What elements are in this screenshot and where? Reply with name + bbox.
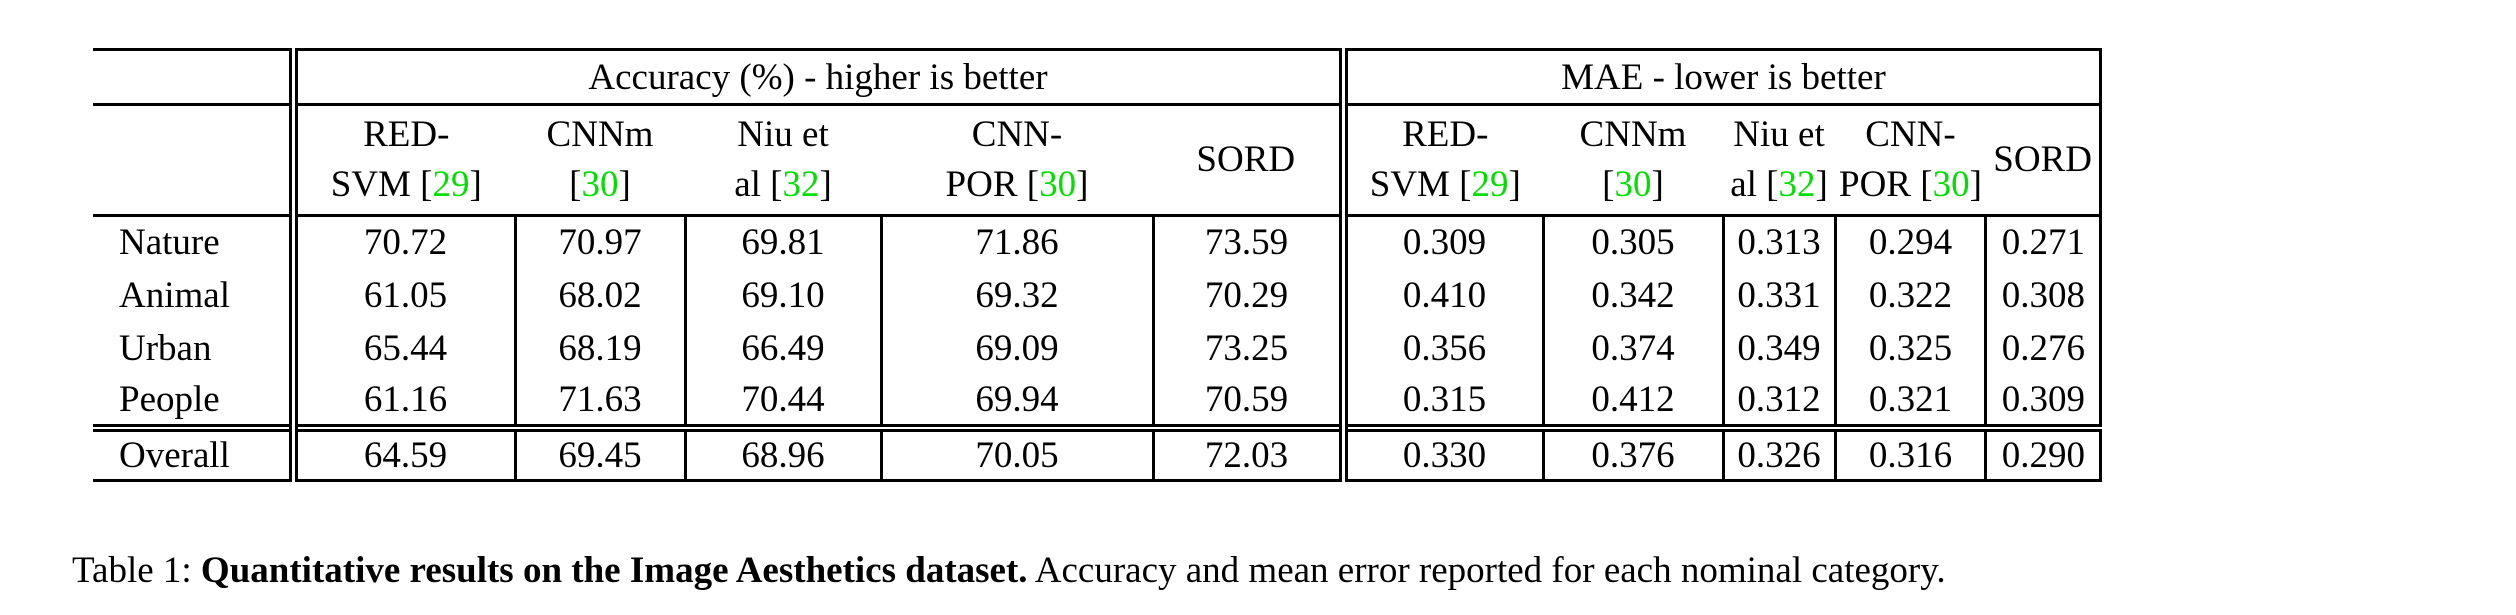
cell-2-7: 0.349	[1721, 321, 1835, 375]
corner-cell	[93, 49, 293, 106]
caption-rest: Accuracy and mean error reported for eac…	[1027, 550, 1946, 591]
cell-0-2: 69.81	[683, 215, 881, 269]
cell-3-6: 0.412	[1541, 374, 1723, 428]
cell-0-0: 70.72	[288, 215, 515, 269]
cell-2-0: 65.44	[288, 321, 515, 375]
citation-number: 29	[432, 164, 470, 205]
row-label-nature: Nature	[119, 222, 220, 264]
cell-1-9: 0.308	[1984, 268, 2103, 322]
cell-0-7: 0.313	[1721, 215, 1835, 269]
cell-3-4: 70.59	[1151, 374, 1343, 428]
cell-2-4: 73.25	[1151, 321, 1343, 375]
section-title-accuracy: Accuracy (%) - higher is better	[288, 49, 1343, 106]
cell-0-9: 0.271	[1984, 215, 2103, 269]
method-header-1-0: RED- SVM [29]	[1338, 104, 1543, 217]
cell-1-1: 68.02	[513, 268, 685, 322]
row-label-overall: Overall	[93, 423, 293, 481]
row-label-animal: Animal	[119, 274, 230, 316]
row-label-people: People	[119, 378, 220, 420]
caption-prefix: Table 1:	[72, 550, 201, 591]
cell-2-1: 68.19	[513, 321, 685, 375]
citation-number: 29	[1471, 164, 1509, 205]
citation-number: 30	[1614, 164, 1652, 205]
cell-4-2: 68.96	[683, 423, 881, 481]
table-row-animal: Animal 61.05 68.02 69.10 69.32 70.29 0.410 0.34…	[93, 268, 2103, 322]
cell-3-5: 0.315	[1338, 374, 1543, 428]
cell-0-4: 73.59	[1151, 215, 1343, 269]
citation-number: 30	[581, 164, 619, 205]
cell-4-7: 0.326	[1721, 423, 1835, 481]
cell-4-6: 0.376	[1541, 423, 1723, 481]
cell-2-9: 0.276	[1984, 321, 2103, 375]
cell-0-8: 0.294	[1833, 215, 1986, 269]
cell-2-6: 0.374	[1541, 321, 1723, 375]
cell-3-0: 61.16	[288, 374, 515, 428]
cell-4-4: 72.03	[1151, 423, 1343, 481]
table-row-urban: Urban 65.44 68.19 66.49 69.09 73.25 0.356 0.374…	[93, 321, 2103, 375]
cell-4-8: 0.316	[1833, 423, 1986, 481]
section-title-mae: MAE - lower is better	[1338, 49, 2103, 106]
cell-1-5: 0.410	[1338, 268, 1543, 322]
cell-1-4: 70.29	[1151, 268, 1343, 322]
table-row-overall: Overall 64.59 69.45 68.96 70.05 72.03 0.330 0.3…	[93, 423, 2103, 481]
cell-1-8: 0.322	[1833, 268, 1986, 322]
results-table: Accuracy (%) - higher is better MAE - lo…	[93, 48, 2103, 482]
method-header-1-3: CNN- POR [30]	[1835, 104, 1986, 217]
cell-0-3: 71.86	[879, 215, 1153, 269]
cell-4-9: 0.290	[1984, 423, 2103, 481]
table-body: Nature 70.72 70.97 69.81 71.86 73.59 0.309 0.30…	[93, 215, 2103, 481]
cell-1-0: 61.05	[288, 268, 515, 322]
cell-0-1: 70.97	[513, 215, 685, 269]
method-header-1-2: Niu et al [32]	[1723, 104, 1835, 217]
method-header-1-4: SORD	[1985, 104, 2103, 217]
citation-number: 30	[1932, 164, 1970, 205]
cell-3-3: 69.94	[879, 374, 1153, 428]
method-header-0-3: CNN- POR [30]	[881, 104, 1153, 217]
section-header-row: Accuracy (%) - higher is better MAE - lo…	[93, 49, 2103, 106]
cell-1-2: 69.10	[683, 268, 881, 322]
cell-2-5: 0.356	[1338, 321, 1543, 375]
citation-number: 32	[782, 164, 820, 205]
method-header-row: RED- SVM [29] CNNm [30] Niu et al [32] CNN- POR…	[93, 104, 2103, 217]
cell-4-5: 0.330	[1338, 423, 1543, 481]
cell-1-6: 0.342	[1541, 268, 1723, 322]
table-row-nature: Nature 70.72 70.97 69.81 71.86 73.59 0.309 0.30…	[93, 215, 2103, 269]
cell-2-8: 0.325	[1833, 321, 1986, 375]
cell-3-2: 70.44	[683, 374, 881, 428]
method-header-0-1: CNNm [30]	[515, 104, 685, 217]
citation-number: 30	[1039, 164, 1077, 205]
cell-2-3: 69.09	[879, 321, 1153, 375]
cell-1-7: 0.331	[1721, 268, 1835, 322]
cell-2-2: 66.49	[683, 321, 881, 375]
method-header-0-4: SORD	[1153, 104, 1343, 217]
method-header-0-2: Niu et al [32]	[685, 104, 881, 217]
cell-3-9: 0.309	[1984, 374, 2103, 428]
cell-1-3: 69.32	[879, 268, 1153, 322]
cell-3-7: 0.312	[1721, 374, 1835, 428]
cell-0-6: 0.305	[1541, 215, 1723, 269]
citation-number: 32	[1778, 164, 1816, 205]
caption-bold-text: Quantitative results on the Image Aesthe…	[200, 550, 1028, 591]
method-header-1-1: CNNm [30]	[1543, 104, 1723, 217]
row-label-urban: Urban	[119, 327, 212, 369]
cell-4-3: 70.05	[879, 423, 1153, 481]
table-row-people: People 61.16 71.63 70.44 69.94 70.59 0.315 0.41…	[93, 374, 2103, 428]
table-caption: Table 1: Quantitative results on the Ima…	[72, 549, 2472, 593]
cell-3-8: 0.321	[1833, 374, 1986, 428]
cell-3-1: 71.63	[513, 374, 685, 428]
method-header-corner	[93, 104, 293, 217]
method-header-0-0: RED- SVM [29]	[288, 104, 515, 217]
cell-0-5: 0.309	[1338, 215, 1543, 269]
cell-4-1: 69.45	[513, 423, 685, 481]
cell-4-0: 64.59	[288, 423, 515, 481]
